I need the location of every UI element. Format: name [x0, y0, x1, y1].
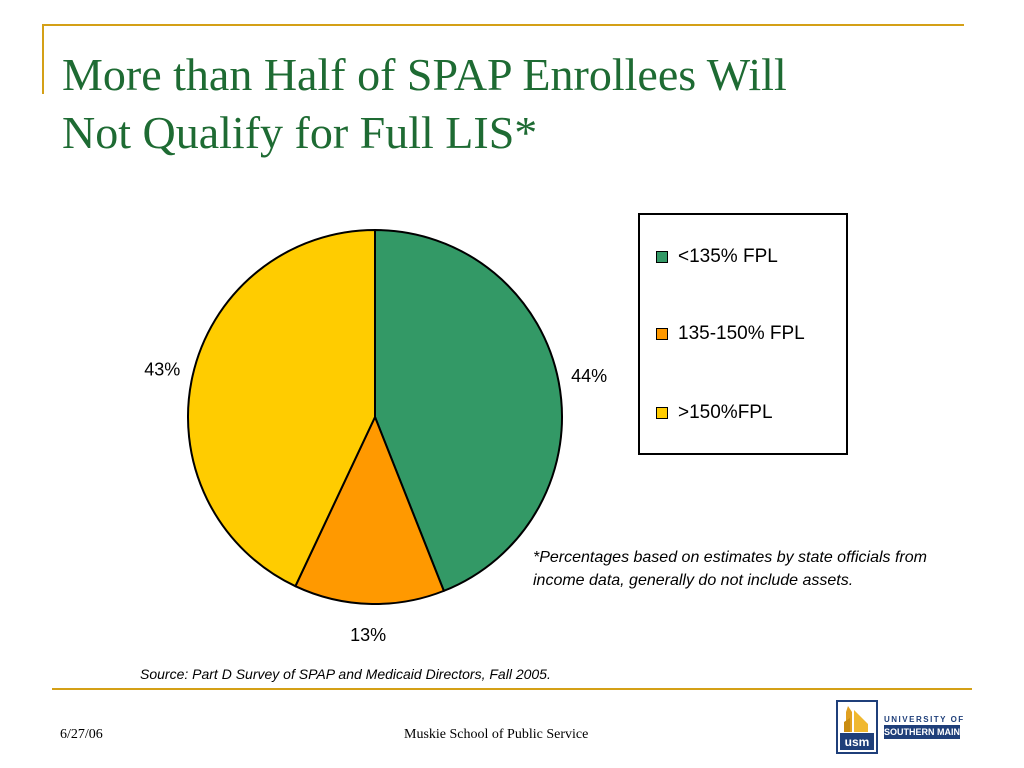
pie-slice-above-150 [187, 229, 376, 588]
logo-monogram: usm [845, 735, 870, 749]
legend-swatch [656, 328, 668, 340]
legend-label: <135% FPL [678, 246, 778, 267]
legend-swatch [656, 407, 668, 419]
legend-label: 135-150% FPL [678, 323, 805, 344]
pie-slice-below-135 [374, 229, 563, 592]
top-rule [42, 24, 964, 26]
legend-item-below-135: <135% FPL [656, 245, 778, 269]
slide-title-line1: More than Half of SPAP Enrollees Will [62, 49, 787, 100]
footer-organization: Muskie School of Public Service [404, 727, 589, 742]
logo-text-southern-maine: SOUTHERN MAINE [884, 725, 967, 739]
logo-text-university: UNIVERSITY OF [884, 715, 965, 724]
legend-item-above-150: >150%FPL [656, 401, 773, 425]
source-note: Source: Part D Survey of SPAP and Medica… [140, 666, 551, 682]
slide-title-line2: Not Qualify for Full LIS* [62, 107, 538, 158]
bottom-rule [52, 688, 972, 690]
usm-logo-mark: usm [836, 700, 878, 754]
pie-data-label: 44% [571, 366, 607, 386]
left-rule [42, 24, 44, 94]
footnote: *Percentages based on estimates by state… [533, 549, 927, 589]
footer-date: 6/27/06 [60, 727, 103, 742]
pie-data-label: 13% [350, 625, 386, 645]
legend-swatch [656, 251, 668, 263]
usm-logo: usm UNIVERSITY OF SOUTHERN MAINE [836, 700, 967, 756]
pie-slice-135-150 [294, 416, 445, 605]
chart-legend: <135% FPL 135-150% FPL >150%FPL [638, 213, 848, 455]
lighthouse-icon: usm [838, 702, 876, 752]
pie-data-label: 43% [144, 359, 180, 379]
slide-title: More than Half of SPAP Enrollees Will No… [62, 46, 962, 162]
legend-item-135-150: 135-150% FPL [656, 322, 805, 346]
legend-label: >150%FPL [678, 402, 773, 423]
